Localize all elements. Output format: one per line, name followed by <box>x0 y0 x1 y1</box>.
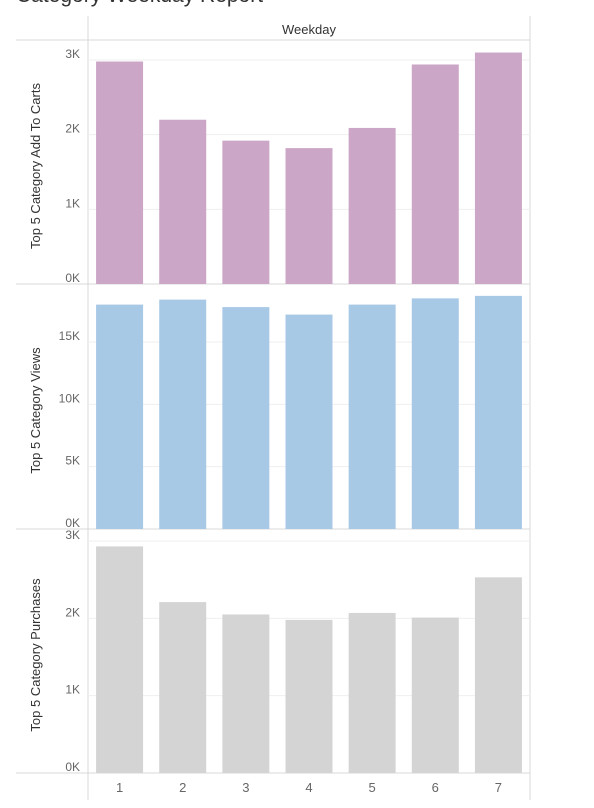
y-tick-label: 1K <box>65 196 80 210</box>
bar-weekday-1 <box>96 546 144 773</box>
y-tick-label: 3K <box>65 528 80 542</box>
bar-weekday-7 <box>474 577 522 773</box>
x-tick-label: 7 <box>495 780 502 795</box>
y-tick-label: 5K <box>65 454 80 468</box>
bar-weekday-5 <box>348 304 396 529</box>
column-header: Weekday <box>282 22 336 37</box>
y-tick-label: 15K <box>59 329 80 343</box>
bar-weekday-1 <box>96 61 144 284</box>
bar-weekday-6 <box>411 617 459 773</box>
x-tick-label: 5 <box>369 780 376 795</box>
panel-2: 0K 5K 10K 15K Top 5 Category Views <box>16 295 530 530</box>
bar-weekday-4 <box>285 619 333 773</box>
bar-weekday-3 <box>222 614 270 773</box>
bar-weekday-2 <box>159 119 207 284</box>
bar-weekday-4 <box>285 148 333 284</box>
y-tick-label: 0K <box>65 271 80 285</box>
x-tick-label: 1 <box>116 780 123 795</box>
bar-weekday-5 <box>348 127 396 285</box>
bar-weekday-5 <box>348 612 396 773</box>
panels: 0K 1K 2K 3K Top 5 Category Add To Carts 0K 5K 1… <box>16 47 530 774</box>
x-tick-label: 6 <box>432 780 439 795</box>
bar-weekday-7 <box>474 52 522 285</box>
y-tick-label: 3K <box>65 47 80 61</box>
y-tick-label: 10K <box>59 391 80 405</box>
bar-weekday-6 <box>411 298 459 529</box>
y-tick-label: 2K <box>65 122 80 136</box>
bar-weekday-3 <box>222 307 270 529</box>
bar-weekday-6 <box>411 64 459 284</box>
bar-weekday-7 <box>474 295 522 529</box>
bar-weekday-3 <box>222 140 270 284</box>
y-axis-title: Top 5 Category Purchases <box>28 578 43 732</box>
x-tick-label: 3 <box>242 780 249 795</box>
y-tick-label: 0K <box>65 760 80 774</box>
y-tick-label: 0K <box>65 516 80 530</box>
bar-weekday-2 <box>159 299 207 529</box>
bar-weekday-2 <box>159 602 207 773</box>
report-title: Category Weekday Report <box>16 0 263 8</box>
bar-weekday-4 <box>285 314 333 529</box>
x-axis: 1 2 3 4 5 6 7 <box>116 780 502 795</box>
y-tick-label: 2K <box>65 605 80 619</box>
y-tick-label: 1K <box>65 683 80 697</box>
x-tick-label: 4 <box>305 780 312 795</box>
panel-3: 0K 1K 2K 3K Top 5 Category Purchases <box>16 528 530 774</box>
x-tick-label: 2 <box>179 780 186 795</box>
panel-1: 0K 1K 2K 3K Top 5 Category Add To Carts <box>16 47 530 285</box>
y-axis-title: Top 5 Category Add To Carts <box>28 83 43 249</box>
y-axis-title: Top 5 Category Views <box>28 347 43 474</box>
bar-weekday-1 <box>96 304 144 529</box>
